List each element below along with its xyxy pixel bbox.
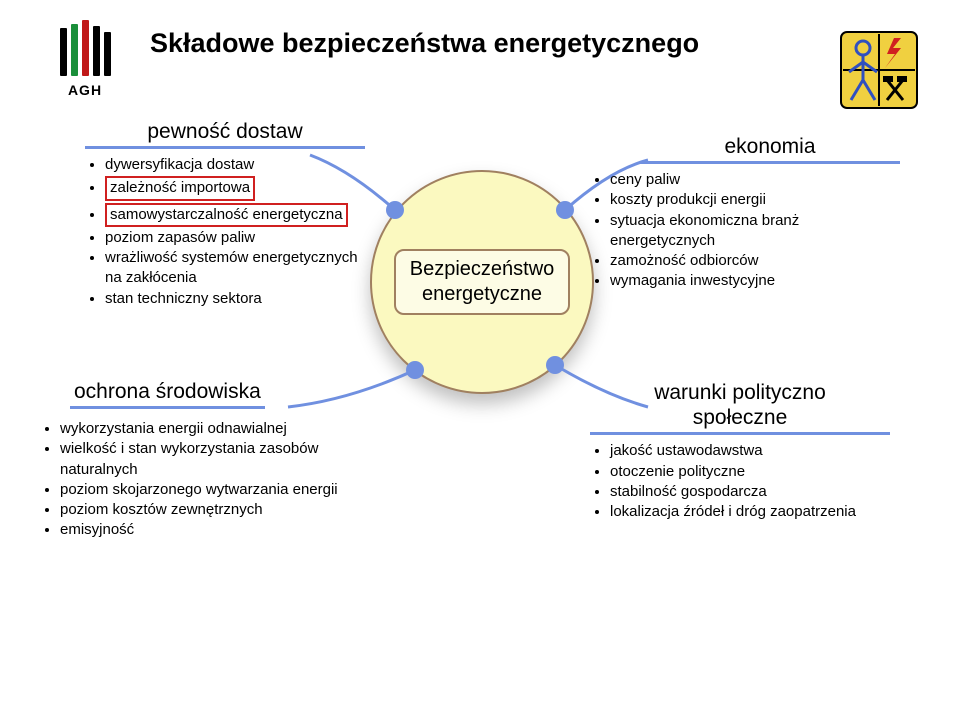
q1-heading: pewność dostaw: [85, 120, 365, 149]
list-item: stan techniczny sektora: [105, 289, 365, 309]
block-environment: ochrona środowiska wykorzystania energii…: [40, 380, 370, 541]
list-item: samowystarczalność energetyczna: [105, 202, 365, 228]
list-item: wymagania inwestycyjne: [610, 271, 900, 291]
q3-list: wykorzystania energii odnawialnej wielko…: [40, 419, 370, 541]
list-item: otoczenie polityczne: [610, 462, 890, 482]
central-label: Bezpieczeństwo energetyczne: [394, 249, 571, 315]
list-item: jakość ustawodawstwa: [610, 441, 890, 461]
list-item: dywersyfikacja dostaw: [105, 155, 365, 175]
list-item: emisyjność: [60, 520, 370, 540]
list-item: sytuacja ekonomiczna branż energetycznyc…: [610, 211, 900, 252]
block-political-social: warunki polityczno społeczne jakość usta…: [590, 380, 890, 522]
central-line1: Bezpieczeństwo: [410, 258, 555, 280]
list-item: poziom skojarzonego wytwarzania energii: [60, 480, 370, 500]
page-title: Składowe bezpieczeństwa energetycznego: [150, 28, 699, 59]
q4-list: jakość ustawodawstwa otoczenie polityczn…: [590, 441, 890, 522]
list-item: wykorzystania energii odnawialnej: [60, 419, 370, 439]
block-economy: ekonomia ceny paliw koszty produkcji ene…: [590, 135, 900, 292]
list-item: zależność importowa: [105, 175, 365, 201]
slide: { "logo": { "text": "AGH" }, "title": "S…: [0, 0, 959, 701]
logo-bars-icon: [50, 20, 120, 76]
agh-logo: AGH: [50, 20, 120, 110]
logo-text: AGH: [50, 82, 120, 98]
list-item: wrażliwość systemów energetycznych na za…: [105, 248, 365, 289]
redbox-item: samowystarczalność energetyczna: [105, 203, 348, 227]
q4-heading: warunki polityczno społeczne: [590, 380, 890, 435]
q2-heading: ekonomia: [640, 135, 900, 164]
list-item: wielkość i stan wykorzystania zasobów na…: [60, 439, 370, 480]
list-item: zamożność odbiorców: [610, 251, 900, 271]
list-item: koszty produkcji energii: [610, 190, 900, 210]
redbox-item: zależność importowa: [105, 176, 255, 200]
list-item: lokalizacja źródeł i dróg zaopatrzenia: [610, 502, 890, 522]
block-supply-security: pewność dostaw dywersyfikacja dostaw zal…: [85, 120, 365, 309]
central-line2: energetyczne: [422, 283, 542, 305]
energy-badge-icon: [839, 30, 919, 110]
q3-heading: ochrona środowiska: [70, 380, 265, 409]
list-item: poziom zapasów paliw: [105, 228, 365, 248]
q2-list: ceny paliw koszty produkcji energii sytu…: [590, 170, 900, 292]
list-item: poziom kosztów zewnętrznych: [60, 500, 370, 520]
list-item: stabilność gospodarcza: [610, 482, 890, 502]
central-circle: Bezpieczeństwo energetyczne: [370, 170, 594, 394]
q1-list: dywersyfikacja dostaw zależność importow…: [85, 155, 365, 309]
list-item: ceny paliw: [610, 170, 900, 190]
